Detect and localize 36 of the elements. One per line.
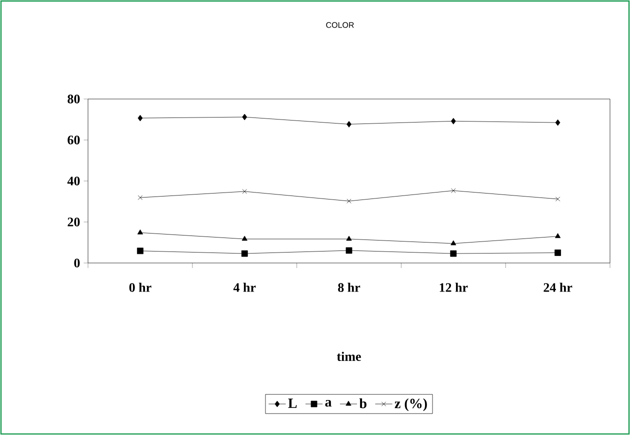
x-axis-title: time — [336, 352, 361, 361]
y-tick-label: 0 — [74, 258, 80, 268]
point — [137, 248, 144, 254]
point — [138, 195, 143, 200]
chart-title: COLOR — [326, 22, 354, 28]
y-tick-label: 20 — [68, 218, 80, 226]
point — [555, 119, 560, 126]
legend-label: a — [325, 400, 332, 407]
x-tick-label: 8 hr — [338, 282, 360, 292]
point — [241, 250, 248, 257]
point — [137, 229, 143, 234]
point — [554, 250, 561, 256]
point — [242, 114, 248, 120]
point — [346, 198, 352, 204]
y-tick-label: 40 — [67, 176, 80, 186]
point — [554, 233, 561, 238]
legend-label: L — [288, 398, 297, 408]
point — [555, 196, 560, 202]
point — [450, 250, 457, 257]
point — [346, 121, 352, 128]
x-tick-label: 4 hr — [233, 282, 256, 292]
x-tick-label: 24 hr — [544, 282, 572, 292]
point — [451, 188, 456, 193]
point — [450, 118, 456, 124]
x-tick-label: 0 hr — [129, 282, 152, 292]
x-tick-label: 12 hr — [440, 282, 468, 292]
point — [138, 114, 143, 122]
point — [242, 189, 247, 194]
point — [346, 247, 352, 254]
y-tick-label: 60 — [68, 136, 80, 144]
legend-label: b — [359, 398, 366, 408]
legend-label: z (%) — [394, 398, 427, 412]
y-tick-label: 80 — [68, 94, 80, 104]
point — [242, 236, 248, 241]
point — [450, 240, 456, 246]
point — [346, 236, 352, 241]
